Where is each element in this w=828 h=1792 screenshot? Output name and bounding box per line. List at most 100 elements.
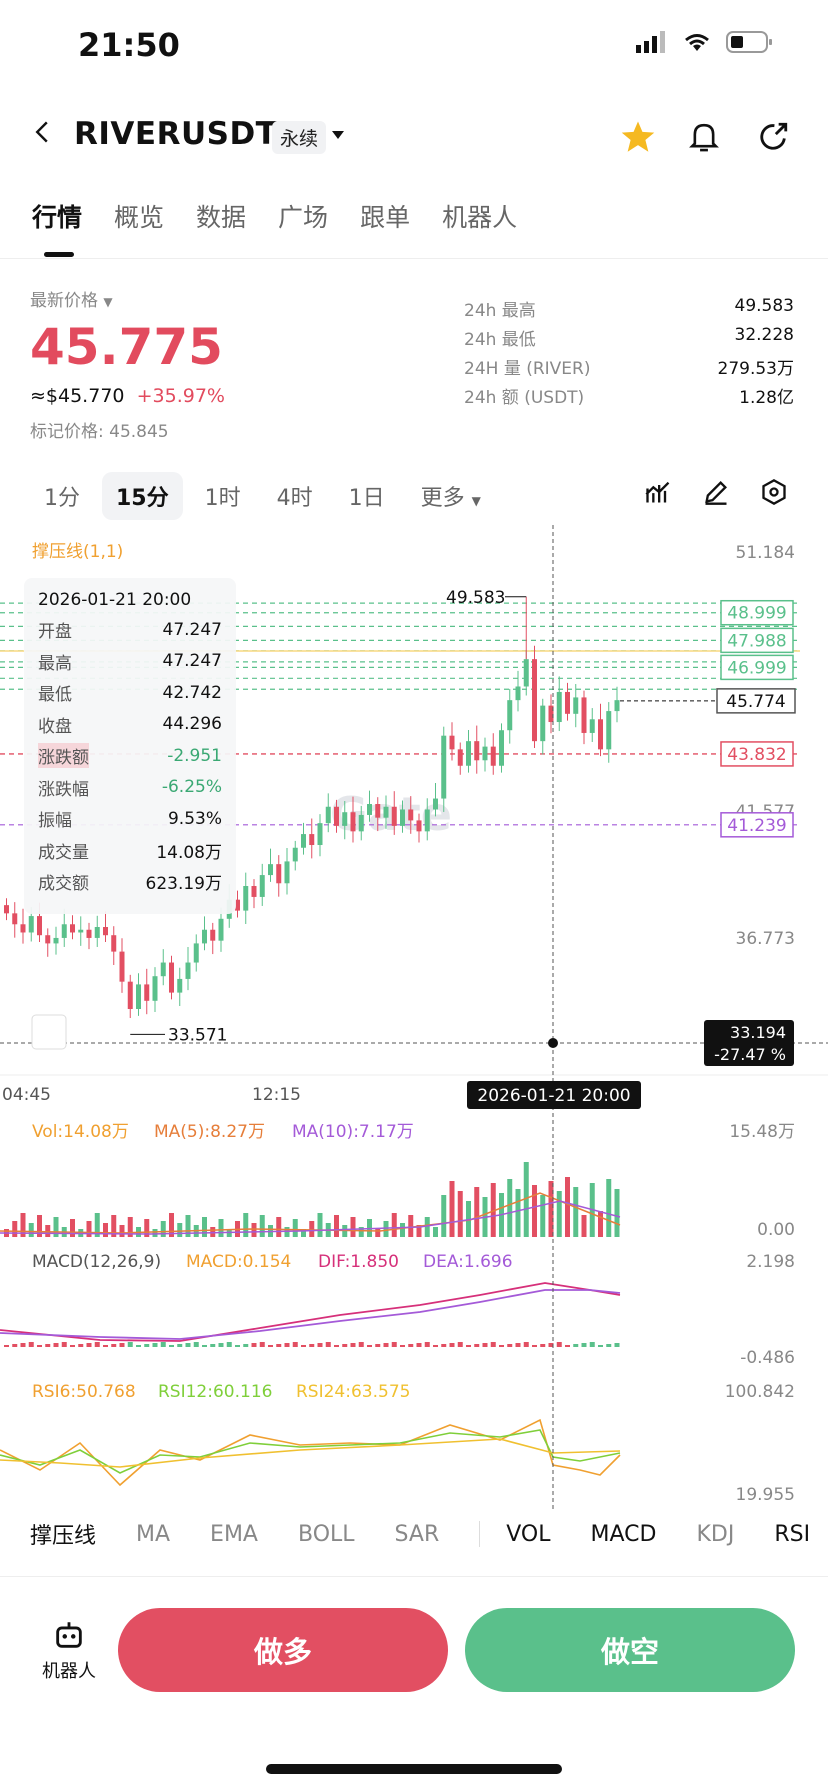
macd-bar bbox=[540, 1344, 546, 1347]
macd-bar bbox=[53, 1343, 59, 1347]
tab-copy-trade[interactable]: 跟单 bbox=[360, 203, 411, 232]
interval-4h[interactable]: 4时 bbox=[276, 486, 313, 511]
volume-bar bbox=[169, 1213, 174, 1237]
active-tab-indicator bbox=[44, 252, 74, 257]
candle-body bbox=[177, 978, 183, 993]
settings-hexagon-icon[interactable] bbox=[760, 478, 788, 506]
candle-body bbox=[61, 924, 67, 938]
draw-pen-icon[interactable] bbox=[702, 478, 730, 506]
ind-kdj[interactable]: KDJ bbox=[696, 1521, 735, 1547]
volume-bar bbox=[119, 1225, 125, 1237]
rsi24-label: RSI24:63.575 bbox=[296, 1382, 410, 1402]
robot-icon bbox=[56, 1622, 82, 1648]
candle-body bbox=[573, 697, 579, 714]
back-icon[interactable] bbox=[30, 120, 54, 144]
candle-body bbox=[309, 834, 315, 846]
candle-body bbox=[218, 918, 224, 941]
candle-body bbox=[614, 700, 620, 712]
share-icon[interactable] bbox=[756, 120, 790, 154]
volume-bar bbox=[218, 1219, 224, 1237]
macd-bar bbox=[474, 1344, 480, 1347]
macd-bar bbox=[226, 1342, 232, 1347]
macd-bar bbox=[367, 1345, 372, 1347]
favorite-star-icon[interactable] bbox=[620, 120, 656, 154]
level-tag bbox=[720, 812, 794, 838]
tooltip-value: 44.296 bbox=[162, 714, 222, 735]
macd-bar bbox=[400, 1345, 405, 1347]
tab-data[interactable]: 数据 bbox=[196, 203, 247, 232]
robot-entry[interactable]: 机器人 bbox=[34, 1618, 104, 1683]
tab-market[interactable]: 行情 bbox=[32, 203, 83, 232]
volume-bar bbox=[28, 1223, 34, 1237]
volume-bar bbox=[202, 1217, 207, 1237]
tab-overview[interactable]: 概览 bbox=[114, 203, 165, 232]
macd-bar bbox=[334, 1345, 339, 1347]
macd-bar bbox=[482, 1343, 488, 1347]
stat-row: 24h 最高 49.583 bbox=[464, 296, 794, 325]
bell-icon[interactable] bbox=[688, 120, 720, 154]
candle-body bbox=[400, 809, 405, 826]
macd-bar bbox=[292, 1342, 298, 1347]
volume-bar bbox=[490, 1183, 496, 1237]
current-price-text: 45.774 bbox=[726, 692, 785, 712]
stat-row: 24h 最低 32.228 bbox=[464, 325, 794, 354]
ind-boll[interactable]: BOLL bbox=[297, 1521, 355, 1547]
macd-bar bbox=[424, 1342, 430, 1347]
macd-bar bbox=[466, 1345, 471, 1347]
ind-vol[interactable]: VOL bbox=[506, 1521, 551, 1547]
interval-1h[interactable]: 1时 bbox=[204, 486, 241, 511]
indicator-icon[interactable] bbox=[644, 478, 672, 506]
vol-axis-min: 0.00 bbox=[757, 1220, 795, 1240]
macd-bar bbox=[218, 1343, 224, 1347]
long-button[interactable]: 做多 bbox=[118, 1608, 448, 1692]
candle-body bbox=[499, 730, 504, 766]
candle-body bbox=[259, 875, 265, 897]
ind-ma[interactable]: MA bbox=[136, 1521, 171, 1547]
indicator-tabs: 撑压线 MA EMA BOLL SAR VOL MACD KDJ RSI bbox=[30, 1518, 810, 1550]
mark-price: 标记价格: 45.845 bbox=[30, 422, 169, 442]
tab-bot[interactable]: 机器人 bbox=[442, 203, 518, 232]
candle-body bbox=[474, 741, 480, 761]
candle-body bbox=[606, 711, 612, 750]
candle-body bbox=[169, 962, 174, 993]
candle-body bbox=[342, 812, 348, 826]
volume-bar bbox=[474, 1187, 480, 1237]
macd-bar bbox=[78, 1344, 84, 1347]
candle-body bbox=[292, 847, 298, 862]
tooltip-value: 14.08万 bbox=[156, 842, 222, 863]
indicator-name: 撑压线(1,1) bbox=[32, 542, 123, 562]
tooltip-row: 成交量 14.08万 bbox=[24, 835, 236, 867]
interval-more[interactable]: 更多 ▼ bbox=[420, 486, 481, 511]
level-tag bbox=[720, 741, 794, 767]
interval-15m[interactable]: 15分 bbox=[102, 472, 183, 520]
tab-square[interactable]: 广场 bbox=[278, 203, 329, 232]
ind-sar[interactable]: SAR bbox=[394, 1521, 440, 1547]
interval-1d[interactable]: 1日 bbox=[348, 486, 385, 511]
candle-body bbox=[210, 929, 216, 941]
ind-ema[interactable]: EMA bbox=[210, 1521, 258, 1547]
latest-price-label[interactable]: 最新价格 ▼ bbox=[30, 291, 113, 311]
pair-dropdown-icon[interactable] bbox=[331, 130, 345, 140]
candle-body bbox=[565, 691, 570, 714]
volume-bar bbox=[70, 1219, 75, 1237]
price-axis-label: 36.773 bbox=[736, 929, 795, 949]
candle-body bbox=[301, 834, 306, 848]
interval-1m[interactable]: 1分 bbox=[44, 486, 80, 511]
candle-body bbox=[433, 798, 438, 810]
candle-body bbox=[367, 804, 372, 815]
macd-bar bbox=[391, 1342, 397, 1347]
ind-rsi[interactable]: RSI bbox=[774, 1521, 811, 1547]
chart-tools bbox=[644, 478, 788, 506]
pair-title[interactable]: RIVERUSDT bbox=[74, 116, 278, 152]
macd-bar bbox=[37, 1345, 42, 1347]
high-label: 49.583 bbox=[446, 588, 505, 608]
candle-body bbox=[136, 984, 141, 1010]
ind-macd[interactable]: MACD bbox=[590, 1521, 657, 1547]
candle-body bbox=[160, 962, 166, 977]
contract-type-badge[interactable]: 永续 bbox=[272, 121, 327, 154]
short-button[interactable]: 做空 bbox=[465, 1608, 795, 1692]
ind-support-resistance[interactable]: 撑压线 bbox=[30, 1524, 97, 1549]
macd-bar bbox=[251, 1343, 257, 1347]
level-tag bbox=[720, 654, 794, 681]
